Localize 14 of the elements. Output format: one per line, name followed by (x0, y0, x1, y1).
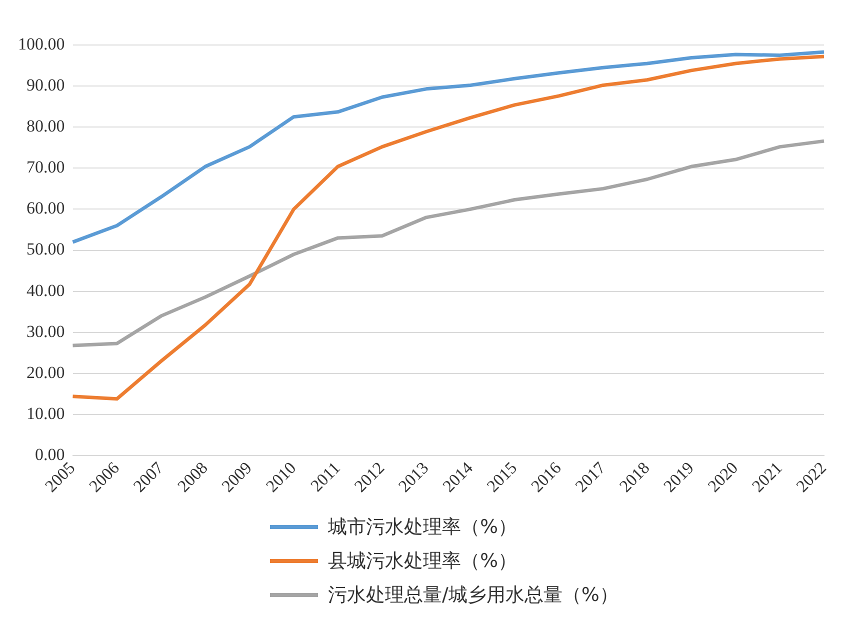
y-tick-label: 20.00 (26, 362, 65, 382)
y-tick-label: 70.00 (26, 158, 65, 177)
y-tick-label: 50.00 (26, 240, 65, 259)
y-tick-label: 30.00 (26, 322, 65, 341)
y-tick-label: 10.00 (26, 404, 65, 423)
y-tick-label: 90.00 (26, 76, 65, 95)
y-tick-label: 40.00 (26, 280, 65, 300)
y-tick-label: 0.00 (35, 445, 65, 464)
legend-label: 污水处理总量/城乡用水总量（%） (328, 583, 618, 608)
y-tick-label: 60.00 (26, 198, 65, 218)
legend-label: 城市污水处理率（%） (328, 515, 518, 540)
y-tick-label: 80.00 (26, 116, 65, 136)
legend-label: 县城污水处理率（%） (328, 549, 518, 574)
y-tick-label: 100.00 (18, 34, 65, 54)
